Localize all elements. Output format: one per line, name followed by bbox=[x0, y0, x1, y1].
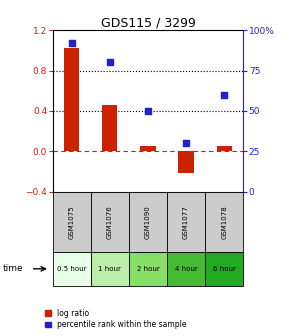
Bar bbox=[53, 192, 91, 252]
Bar bbox=[205, 192, 243, 252]
Bar bbox=[205, 252, 243, 286]
Text: time: time bbox=[3, 264, 23, 273]
Bar bbox=[217, 146, 232, 151]
Bar bbox=[53, 252, 91, 286]
Text: GSM1078: GSM1078 bbox=[221, 205, 227, 239]
Text: GSM1075: GSM1075 bbox=[69, 205, 75, 239]
Text: GSM1077: GSM1077 bbox=[183, 205, 189, 239]
Bar bbox=[167, 192, 205, 252]
Title: GDS115 / 3299: GDS115 / 3299 bbox=[100, 16, 195, 29]
Bar bbox=[129, 252, 167, 286]
Legend: log ratio, percentile rank within the sample: log ratio, percentile rank within the sa… bbox=[42, 306, 190, 332]
Bar bbox=[178, 151, 194, 173]
Bar bbox=[167, 252, 205, 286]
Text: GSM1076: GSM1076 bbox=[107, 205, 113, 239]
Bar bbox=[140, 146, 156, 151]
Text: 6 hour: 6 hour bbox=[213, 266, 236, 272]
Bar bbox=[129, 192, 167, 252]
Point bbox=[69, 40, 74, 46]
Point bbox=[184, 140, 188, 146]
Text: 1 hour: 1 hour bbox=[98, 266, 121, 272]
Text: 0.5 hour: 0.5 hour bbox=[57, 266, 86, 272]
Bar bbox=[64, 48, 79, 151]
Point bbox=[222, 92, 226, 97]
Text: 2 hour: 2 hour bbox=[137, 266, 159, 272]
Text: GSM1090: GSM1090 bbox=[145, 205, 151, 239]
Text: 4 hour: 4 hour bbox=[175, 266, 197, 272]
Bar bbox=[91, 252, 129, 286]
Bar bbox=[91, 192, 129, 252]
Bar bbox=[102, 105, 117, 151]
Point bbox=[146, 108, 150, 114]
Point bbox=[108, 60, 112, 65]
